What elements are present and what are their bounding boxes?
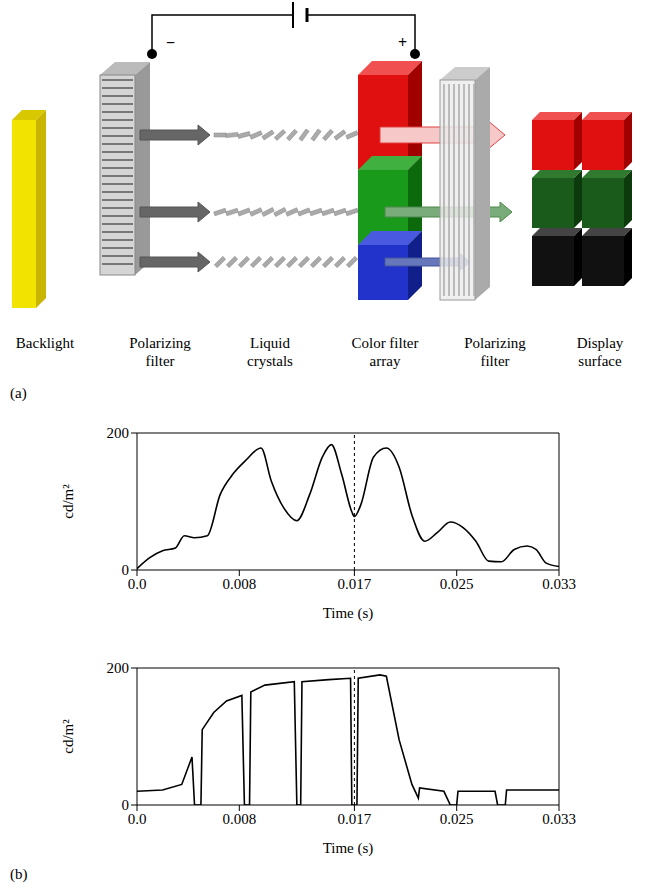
- svg-text:array: array: [370, 353, 401, 369]
- svg-text:filter: filter: [480, 353, 509, 369]
- html-text:(b): (b): [10, 866, 28, 882]
- svg-text:0: 0: [122, 562, 130, 578]
- svg-text:Polarizing: Polarizing: [464, 335, 526, 351]
- svg-text:0.033: 0.033: [542, 576, 576, 592]
- svg-text:(a): (a): [10, 385, 27, 402]
- svg-text:200: 200: [107, 425, 130, 441]
- svg-text:+: +: [398, 34, 407, 51]
- svg-text:Time (s): Time (s): [323, 840, 374, 857]
- svg-text:Polarizing: Polarizing: [129, 335, 191, 351]
- svg-text:−: −: [166, 34, 175, 51]
- svg-text:0.0: 0.0: [128, 576, 147, 592]
- svg-text:Color filter: Color filter: [351, 335, 418, 351]
- svg-text:filter: filter: [145, 353, 174, 369]
- svg-text:0.0: 0.0: [128, 811, 147, 827]
- svg-text:0.017: 0.017: [338, 576, 372, 592]
- svg-text:cd/m²: cd/m²: [60, 484, 76, 519]
- svg-text:0.025: 0.025: [440, 576, 474, 592]
- svg-text:0.017: 0.017: [338, 811, 372, 827]
- svg-text:0.025: 0.025: [440, 811, 474, 827]
- svg-text:cd/m²: cd/m²: [60, 719, 76, 754]
- svg-text:0.008: 0.008: [222, 811, 256, 827]
- svg-text:Liquid: Liquid: [250, 335, 290, 351]
- svg-text:0.033: 0.033: [542, 811, 576, 827]
- svg-text:Backlight: Backlight: [16, 335, 75, 351]
- svg-text:0: 0: [122, 797, 130, 813]
- svg-text:0.008: 0.008: [222, 576, 256, 592]
- svg-text:Display: Display: [577, 335, 624, 351]
- svg-text:Time (s): Time (s): [323, 605, 374, 622]
- svg-text:200: 200: [107, 660, 130, 676]
- svg-text:surface: surface: [578, 353, 622, 369]
- svg-text:crystals: crystals: [247, 353, 293, 369]
